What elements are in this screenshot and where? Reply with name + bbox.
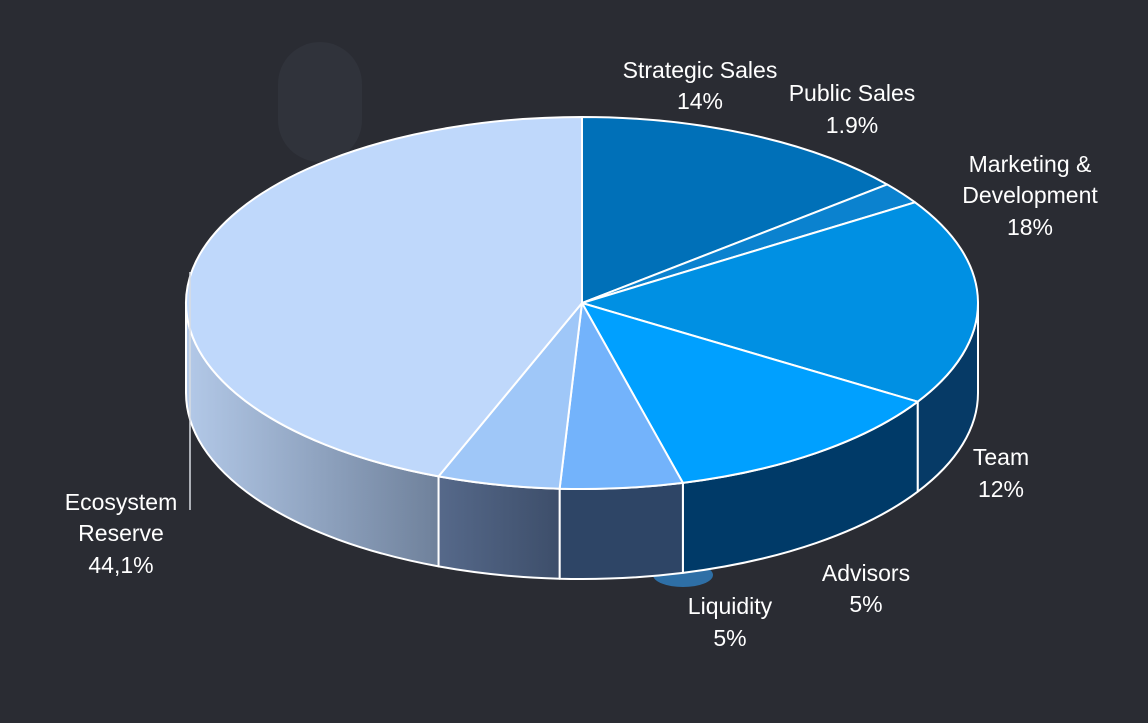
data-label-name-line-2: Development [962,182,1098,208]
data-label-value: 12% [978,476,1024,502]
data-label-value: 5% [849,591,882,617]
data-label-name-line-2: Reserve [78,520,164,546]
decorative-shape [278,42,362,162]
data-label-value: 14% [677,88,723,114]
data-label-name: Liquidity [688,593,773,619]
data-label-advisors: Advisors 5% [822,560,910,617]
pie-side-advisors [558,481,684,580]
data-label-name: Strategic Sales [623,57,778,83]
data-label-name: Team [973,444,1029,470]
pie-slice-team [581,302,919,484]
data-label-name-line-1: Ecosystem [65,489,177,515]
data-label-name-line-1: Marketing & [969,151,1092,177]
pie-slice-ecosystem-reserve [185,116,583,478]
data-label-ecosystem-reserve: Ecosystem Reserve 44,1% [65,489,177,578]
pie-slices [185,116,979,490]
data-label-name: Public Sales [789,80,916,106]
pie-side-liquidity [437,475,561,580]
data-label-team: Team 12% [973,444,1029,502]
data-label-value: 44,1% [88,552,153,578]
pie-slice-marketing-development [581,201,979,403]
pie-slice-strategic-sales [581,116,889,304]
data-label-name: Advisors [822,560,910,586]
data-label-strategic-sales: Strategic Sales 14% [623,57,778,114]
data-label-public-sales: Public Sales 1.9% [789,80,916,138]
data-label-marketing-development: Marketing & Development 18% [962,151,1098,240]
data-label-value: 1.9% [826,112,878,138]
data-label-liquidity: Liquidity 5% [688,593,773,651]
data-label-value: 5% [713,625,746,651]
data-label-value: 18% [1007,214,1053,240]
